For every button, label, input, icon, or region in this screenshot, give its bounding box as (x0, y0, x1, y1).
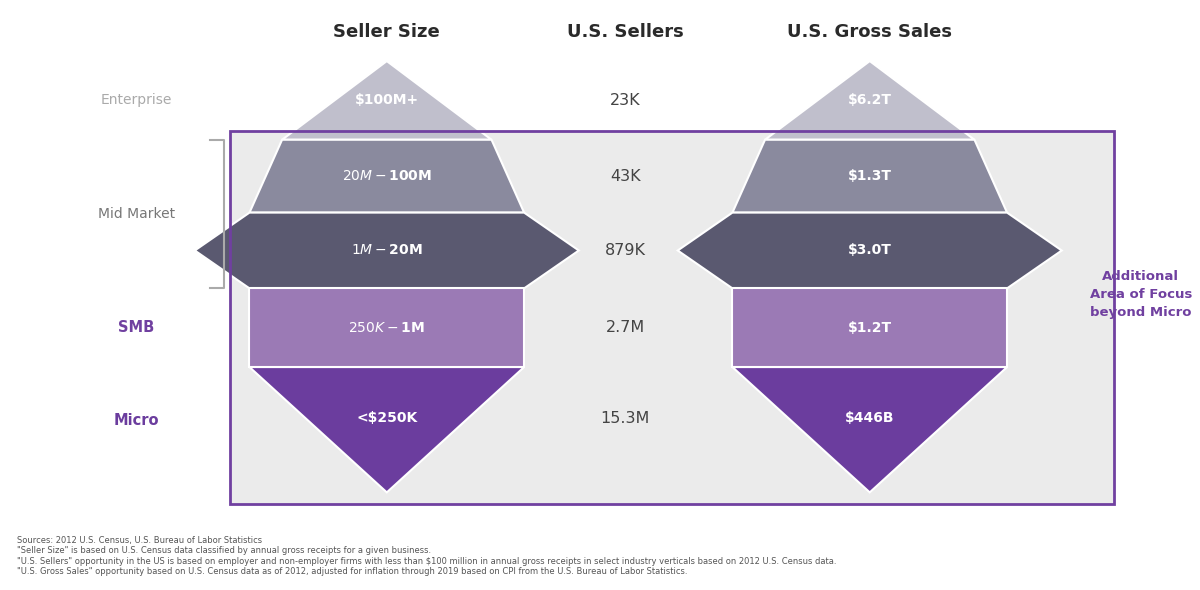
Text: $6.2T: $6.2T (847, 93, 892, 107)
Text: U.S. Sellers: U.S. Sellers (566, 23, 684, 41)
Text: Mid Market: Mid Market (98, 207, 175, 221)
Text: $1M-$20M: $1M-$20M (350, 244, 422, 257)
Polygon shape (250, 289, 524, 367)
Text: Micro: Micro (114, 414, 160, 428)
Polygon shape (678, 212, 1062, 289)
Text: Seller Size: Seller Size (334, 23, 440, 41)
Text: $20M-$100M: $20M-$100M (342, 169, 432, 183)
Text: 23K: 23K (610, 93, 641, 108)
FancyBboxPatch shape (229, 131, 1114, 504)
Text: SMB: SMB (119, 320, 155, 335)
Text: $3.0T: $3.0T (848, 244, 892, 257)
Polygon shape (732, 367, 1007, 493)
Polygon shape (766, 61, 974, 140)
Text: Sources: 2012 U.S. Census, U.S. Bureau of Labor Statistics
"Seller Size" is base: Sources: 2012 U.S. Census, U.S. Bureau o… (17, 536, 836, 576)
Text: 15.3M: 15.3M (601, 411, 650, 425)
Text: Additional
Area of Focus
beyond Micro: Additional Area of Focus beyond Micro (1090, 270, 1192, 319)
Text: Enterprise: Enterprise (101, 93, 173, 107)
Polygon shape (194, 212, 578, 289)
Text: $100M+: $100M+ (355, 93, 419, 107)
Polygon shape (282, 61, 492, 140)
Text: 879K: 879K (605, 243, 646, 258)
Polygon shape (250, 367, 524, 493)
Text: $1.3T: $1.3T (847, 169, 892, 183)
Text: U.S. Gross Sales: U.S. Gross Sales (787, 23, 953, 41)
Polygon shape (250, 140, 524, 212)
Text: 43K: 43K (610, 169, 641, 183)
Polygon shape (732, 140, 1007, 212)
Text: $1.2T: $1.2T (847, 321, 892, 335)
Polygon shape (732, 289, 1007, 367)
Text: <$250K: <$250K (356, 411, 418, 425)
Text: $446B: $446B (845, 411, 894, 425)
Text: $250K-$1M: $250K-$1M (348, 321, 425, 335)
Text: 2.7M: 2.7M (606, 320, 644, 335)
